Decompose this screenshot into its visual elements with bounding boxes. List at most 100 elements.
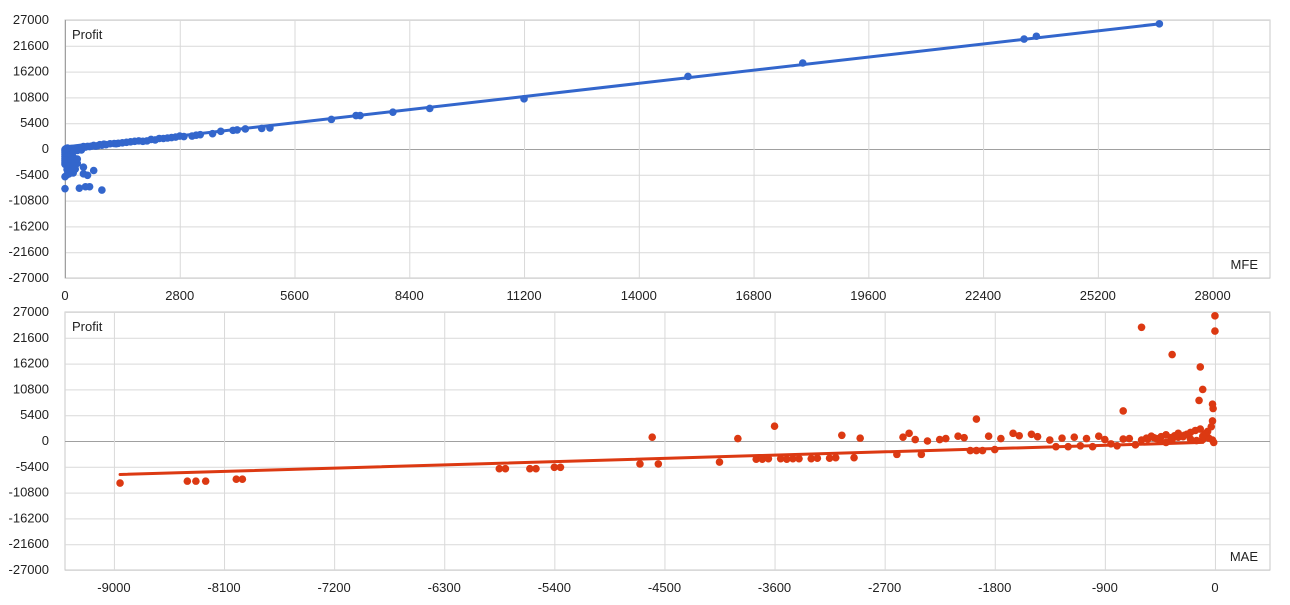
mae-y-tick-label: 16200: [13, 356, 49, 371]
mae-data-point: [1101, 435, 1109, 444]
mae-data-point: [997, 434, 1005, 443]
mae-x-tick-label: -1800: [978, 580, 1011, 595]
mae-y-axis-label: Profit: [72, 319, 103, 334]
mae-data-point: [715, 458, 724, 466]
mae-data-point: [1070, 433, 1079, 441]
mae-x-tick-label: 0: [1211, 580, 1218, 595]
mae-data-point: [192, 477, 200, 485]
mfe-data-point: [98, 186, 106, 194]
mae-data-point: [636, 460, 644, 468]
mae-data-point: [1119, 435, 1127, 443]
mae-data-point: [831, 453, 840, 462]
mfe-data-point: [520, 95, 528, 103]
mfe-y-tick-label: 5400: [20, 115, 49, 130]
mae-data-point: [238, 475, 247, 484]
mfe-data-point: [241, 125, 250, 133]
mae-data-point: [856, 434, 864, 442]
mfe-x-axis-label: MFE: [1231, 257, 1259, 272]
mae-x-tick-label: -4500: [648, 580, 681, 595]
mfe-data-point: [684, 72, 692, 81]
mae-data-point: [1211, 327, 1219, 335]
mae-data-point: [972, 415, 981, 423]
mae-data-point: [1058, 434, 1066, 442]
mae-data-point: [1211, 312, 1219, 320]
mfe-data-point: [73, 155, 82, 163]
mae-data-point: [1107, 440, 1115, 448]
mae-data-point: [1131, 441, 1140, 449]
mae-data-point: [764, 454, 773, 463]
mae-data-point: [1064, 442, 1072, 451]
mae-x-tick-label: -6300: [428, 580, 461, 595]
mae-data-point: [966, 446, 975, 455]
mfe-y-tick-label: -5400: [16, 167, 49, 182]
mae-data-point: [1196, 363, 1205, 371]
mae-data-point: [501, 464, 510, 473]
mfe-x-tick-label: 16800: [735, 288, 771, 303]
mae-y-tick-label: -10800: [9, 485, 49, 500]
mfe-data-point: [1032, 32, 1041, 41]
mfe-data-point: [79, 170, 88, 178]
mae-data-point: [990, 445, 999, 454]
mfe-data-point: [188, 132, 196, 140]
mfe-data-point: [798, 59, 807, 67]
mfe-data-point: [229, 126, 237, 135]
mae-data-point: [1208, 417, 1217, 425]
mae-x-axis-label: MAE: [1230, 549, 1259, 564]
mae-data-point: [1094, 432, 1103, 441]
mfe-y-tick-label: 0: [42, 141, 49, 156]
mfe-data-point: [1020, 35, 1028, 43]
mae-data-point: [1198, 385, 1207, 394]
mae-y-tick-label: 27000: [13, 304, 49, 319]
mae-data-point: [532, 464, 540, 473]
mae-data-point: [1119, 407, 1127, 415]
mfe-data-point: [352, 111, 360, 120]
mae-data-point: [1168, 350, 1176, 359]
mae-data-point: [201, 477, 210, 485]
mfe-y-tick-label: 10800: [13, 89, 49, 104]
mae-data-point: [1209, 404, 1217, 413]
mfe-y-tick-label: 27000: [13, 12, 49, 27]
mfe-y-tick-label: -27000: [9, 270, 49, 285]
mae-data-point: [1113, 441, 1121, 450]
mfe-x-tick-label: 25200: [1080, 288, 1116, 303]
mae-data-point: [978, 446, 987, 455]
mae-data-point: [526, 464, 534, 473]
mfe-y-axis-label: Profit: [72, 27, 103, 42]
mae-data-point: [654, 460, 663, 468]
mae-x-tick-label: -3600: [758, 580, 791, 595]
mae-data-point: [1088, 442, 1097, 451]
mfe-x-tick-label: 5600: [280, 288, 309, 303]
mae-data-point: [116, 479, 124, 487]
mfe-y-tick-label: -10800: [9, 193, 49, 208]
mae-data-point: [1033, 432, 1042, 441]
mae-data-point: [1052, 442, 1060, 451]
mae-x-tick-label: -2700: [868, 580, 901, 595]
mae-data-point: [984, 432, 993, 441]
mae-data-point: [1125, 434, 1134, 443]
mfe-data-point: [71, 165, 80, 173]
mae-data-point: [789, 454, 797, 463]
mae-data-point: [550, 463, 559, 472]
mae-data-point: [648, 433, 657, 441]
mae-data-point: [825, 454, 834, 463]
mae-y-tick-label: -16200: [9, 510, 49, 525]
mae-x-tick-label: -5400: [538, 580, 571, 595]
mfe-y-tick-label: 21600: [13, 38, 49, 53]
mae-y-tick-label: 5400: [20, 407, 49, 422]
mae-data-point: [758, 455, 767, 463]
mfe-data-point: [61, 184, 69, 193]
mfe-data-point: [79, 163, 88, 171]
mfe-x-tick-label: 11200: [506, 288, 541, 303]
mfe-data-point: [216, 127, 225, 136]
mae-data-point: [972, 446, 981, 455]
mae-data-point: [807, 454, 816, 463]
mfe-y-tick-label: 16200: [13, 64, 49, 79]
mae-data-point: [495, 464, 504, 473]
mae-data-point: [905, 429, 913, 438]
mae-data-point: [899, 433, 907, 441]
mfe-y-tick-label: -16200: [9, 218, 49, 233]
mae-data-point: [1076, 441, 1085, 450]
mae-data-point: [923, 437, 932, 445]
